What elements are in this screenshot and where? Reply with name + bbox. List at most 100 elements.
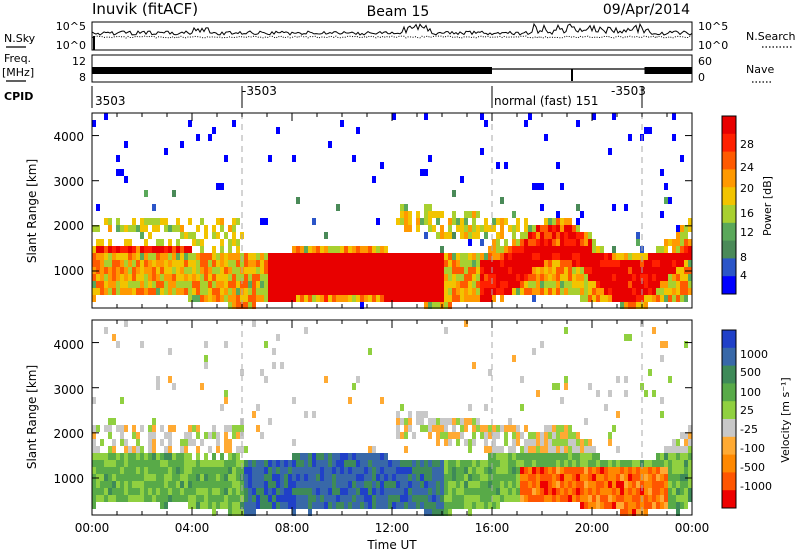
- power-cell: [668, 197, 672, 204]
- power-cell: [152, 225, 156, 232]
- power-cell: [180, 274, 184, 281]
- power-cell: [372, 281, 376, 288]
- velocity-cell: [200, 481, 204, 488]
- velocity-cell: [256, 404, 260, 411]
- velocity-cell: [244, 467, 248, 474]
- velocity-cell: [256, 425, 260, 432]
- velocity-cell: [608, 495, 612, 502]
- power-cell: [536, 260, 540, 267]
- power-cell: [460, 288, 464, 295]
- velocity-cell: [440, 432, 444, 439]
- velocity-cell: [360, 474, 364, 481]
- velocity-cell: [536, 390, 540, 397]
- power-cell: [548, 267, 552, 274]
- power-cell: [536, 225, 540, 232]
- velocity-cell: [620, 481, 624, 488]
- power-cell: [308, 281, 312, 288]
- power-cell: [456, 281, 460, 288]
- velocity-cell: [588, 488, 592, 495]
- velocity-cell: [540, 439, 544, 446]
- power-cell: [432, 260, 436, 267]
- power-cell: [376, 267, 380, 274]
- velocity-cell: [500, 488, 504, 495]
- velocity-cell: [592, 488, 596, 495]
- velocity-cell: [312, 453, 316, 460]
- power-cell: [180, 288, 184, 295]
- power-cell: [108, 253, 112, 260]
- velocity-cell: [660, 481, 664, 488]
- power-cell: [180, 260, 184, 267]
- power-cell: [260, 253, 264, 260]
- velocity-cell: [564, 453, 568, 460]
- velocity-cell: [636, 474, 640, 481]
- velocity-cell: [564, 327, 568, 334]
- power-cell: [428, 267, 432, 274]
- velocity-cell: [100, 453, 104, 460]
- velocity-cell: [352, 495, 356, 502]
- velocity-cell: [388, 502, 392, 509]
- power-cell: [576, 253, 580, 260]
- velocity-cell: [656, 502, 660, 509]
- power-cell: [172, 225, 176, 232]
- velocity-cell: [372, 467, 376, 474]
- velocity-cell: [92, 439, 96, 446]
- velocity-cell: [440, 495, 444, 502]
- power-cell: [356, 246, 360, 253]
- power-cell: [264, 274, 268, 281]
- velocity-cell: [464, 425, 468, 432]
- power-cell: [480, 267, 484, 274]
- power-cell: [96, 260, 100, 267]
- velocity-cell: [656, 481, 660, 488]
- power-cell: [104, 267, 108, 274]
- velocity-cell: [536, 495, 540, 502]
- power-cell: [300, 267, 304, 274]
- power-y-tickmarks: [92, 135, 692, 272]
- velocity-cell: [548, 425, 552, 432]
- power-cell: [156, 267, 160, 274]
- power-cell: [128, 281, 132, 288]
- power-cell: [448, 218, 452, 225]
- velocity-cell: [244, 488, 248, 495]
- power-cell: [260, 295, 264, 302]
- velocity-cell: [664, 341, 668, 348]
- power-cell: [380, 267, 384, 274]
- velocity-cell: [652, 474, 656, 481]
- power-cell: [456, 225, 460, 232]
- velocity-cell: [316, 460, 320, 467]
- velocity-cell: [388, 481, 392, 488]
- power-cell: [248, 267, 252, 274]
- velocity-cell: [168, 453, 172, 460]
- power-cell: [312, 246, 316, 253]
- velocity-cell: [412, 460, 416, 467]
- power-cell: [104, 281, 108, 288]
- velocity-cell: [524, 446, 528, 453]
- velocity-cell: [260, 432, 264, 439]
- velocity-cell: [420, 481, 424, 488]
- power-cell: [416, 260, 420, 267]
- power-cell: [388, 288, 392, 295]
- power-cell: [644, 253, 648, 260]
- velocity-cell: [572, 481, 576, 488]
- velocity-cell: [92, 495, 96, 502]
- velocity-cell: [148, 481, 152, 488]
- power-colorbar-swatch-6: [722, 222, 736, 242]
- power-cell: [480, 113, 484, 120]
- velocity-cell: [448, 509, 452, 516]
- velocity-cell: [488, 495, 492, 502]
- velocity-cell: [560, 488, 564, 495]
- velocity-cell: [204, 488, 208, 495]
- velocity-cell: [372, 453, 376, 460]
- power-cell: [372, 253, 376, 260]
- power-cell: [236, 260, 240, 267]
- power-cell: [216, 288, 220, 295]
- velocity-cell: [164, 432, 168, 439]
- power-cell: [632, 267, 636, 274]
- velocity-cell: [92, 481, 96, 488]
- velocity-cell: [108, 425, 112, 432]
- power-cell: [304, 260, 308, 267]
- velocity-cell: [220, 404, 224, 411]
- power-cell: [652, 288, 656, 295]
- velocity-cell: [188, 502, 192, 509]
- velocity-cell: [680, 446, 684, 453]
- velocity-cell: [396, 460, 400, 467]
